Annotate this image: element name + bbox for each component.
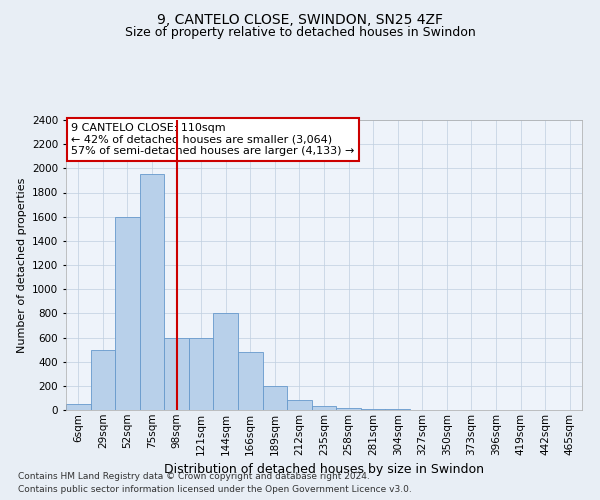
Y-axis label: Number of detached properties: Number of detached properties	[17, 178, 26, 352]
Text: Contains public sector information licensed under the Open Government Licence v3: Contains public sector information licen…	[18, 485, 412, 494]
Bar	[287, 400, 312, 410]
Bar	[336, 408, 361, 410]
Text: 9, CANTELO CLOSE, SWINDON, SN25 4ZF: 9, CANTELO CLOSE, SWINDON, SN25 4ZF	[157, 12, 443, 26]
Bar	[140, 174, 164, 410]
Bar	[115, 216, 140, 410]
Text: Contains HM Land Registry data © Crown copyright and database right 2024.: Contains HM Land Registry data © Crown c…	[18, 472, 370, 481]
Bar	[164, 338, 189, 410]
Bar	[263, 386, 287, 410]
Bar	[189, 338, 214, 410]
Bar	[238, 352, 263, 410]
Bar	[361, 409, 385, 410]
Bar	[91, 350, 115, 410]
Bar	[312, 406, 336, 410]
Bar	[66, 404, 91, 410]
Text: Size of property relative to detached houses in Swindon: Size of property relative to detached ho…	[125, 26, 475, 39]
Bar	[214, 314, 238, 410]
Text: 9 CANTELO CLOSE: 110sqm
← 42% of detached houses are smaller (3,064)
57% of semi: 9 CANTELO CLOSE: 110sqm ← 42% of detache…	[71, 123, 355, 156]
X-axis label: Distribution of detached houses by size in Swindon: Distribution of detached houses by size …	[164, 463, 484, 476]
